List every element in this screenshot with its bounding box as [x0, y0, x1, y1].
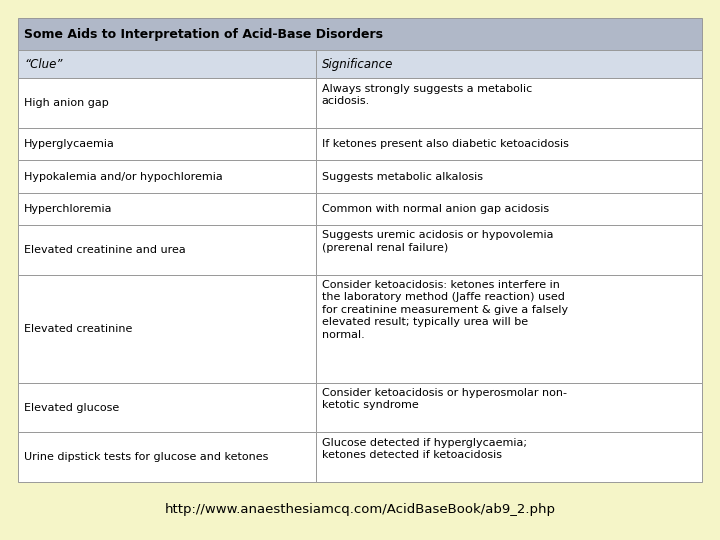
Text: http://www.anaesthesiamcq.com/AcidBaseBook/ab9_2.php: http://www.anaesthesiamcq.com/AcidBaseBo… — [164, 503, 556, 516]
Text: Some Aids to Interpretation of Acid-Base Disorders: Some Aids to Interpretation of Acid-Base… — [24, 28, 383, 40]
Bar — [315, 275, 702, 383]
Bar — [18, 383, 315, 433]
Text: Elevated creatinine: Elevated creatinine — [24, 324, 132, 334]
Bar — [315, 160, 702, 193]
Bar — [315, 193, 702, 225]
Text: Suggests metabolic alkalosis: Suggests metabolic alkalosis — [322, 172, 482, 181]
Text: normal.: normal. — [322, 329, 364, 340]
Bar — [315, 383, 702, 433]
Bar — [18, 193, 315, 225]
Bar — [315, 128, 702, 160]
Text: “Clue”: “Clue” — [24, 58, 63, 71]
Bar — [18, 128, 315, 160]
Text: elevated result; typically urea will be: elevated result; typically urea will be — [322, 317, 528, 327]
Text: Always strongly suggests a metabolic: Always strongly suggests a metabolic — [322, 84, 532, 93]
Text: ketotic syndrome: ketotic syndrome — [322, 400, 418, 410]
Bar — [18, 50, 315, 78]
Text: High anion gap: High anion gap — [24, 98, 109, 108]
Bar — [18, 225, 315, 275]
Text: Consider ketoacidosis: ketones interfere in: Consider ketoacidosis: ketones interfere… — [322, 280, 559, 290]
Text: Urine dipstick tests for glucose and ketones: Urine dipstick tests for glucose and ket… — [24, 452, 269, 462]
Bar — [18, 433, 315, 482]
Text: Elevated glucose: Elevated glucose — [24, 402, 120, 413]
Text: ketones detected if ketoacidosis: ketones detected if ketoacidosis — [322, 450, 502, 460]
Text: Hypokalemia and/or hypochloremia: Hypokalemia and/or hypochloremia — [24, 172, 222, 181]
Text: Common with normal anion gap acidosis: Common with normal anion gap acidosis — [322, 204, 549, 214]
Bar — [18, 18, 702, 50]
Bar — [315, 225, 702, 275]
Bar — [315, 78, 702, 128]
Bar — [315, 433, 702, 482]
Bar — [18, 160, 315, 193]
Text: Significance: Significance — [322, 58, 393, 71]
Text: (prerenal renal failure): (prerenal renal failure) — [322, 243, 448, 253]
Text: the laboratory method (Jaffe reaction) used: the laboratory method (Jaffe reaction) u… — [322, 293, 564, 302]
Text: Glucose detected if hyperglycaemia;: Glucose detected if hyperglycaemia; — [322, 437, 526, 448]
Text: Suggests uremic acidosis or hypovolemia: Suggests uremic acidosis or hypovolemia — [322, 231, 553, 240]
Bar — [18, 275, 315, 383]
Text: Hyperglycaemia: Hyperglycaemia — [24, 139, 115, 149]
Text: Consider ketoacidosis or hyperosmolar non-: Consider ketoacidosis or hyperosmolar no… — [322, 388, 567, 398]
Bar — [18, 78, 315, 128]
Text: Hyperchloremia: Hyperchloremia — [24, 204, 112, 214]
Text: If ketones present also diabetic ketoacidosis: If ketones present also diabetic ketoaci… — [322, 139, 568, 149]
Text: Elevated creatinine and urea: Elevated creatinine and urea — [24, 245, 186, 255]
Text: for creatinine measurement & give a falsely: for creatinine measurement & give a fals… — [322, 305, 567, 315]
Bar — [315, 50, 702, 78]
Text: acidosis.: acidosis. — [322, 96, 370, 106]
